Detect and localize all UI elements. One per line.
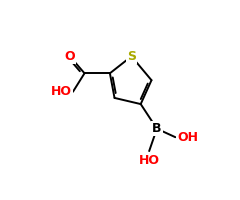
Text: B: B (152, 122, 162, 135)
Text: HO: HO (50, 85, 72, 98)
Text: OH: OH (177, 131, 198, 144)
Text: HO: HO (139, 154, 160, 167)
Text: S: S (127, 50, 136, 63)
Text: O: O (65, 50, 75, 63)
